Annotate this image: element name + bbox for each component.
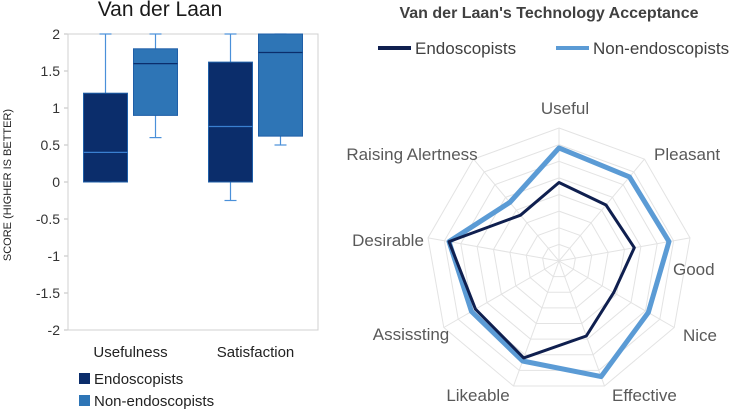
y-tick-label: 0 xyxy=(52,174,60,190)
radar-grid-ring xyxy=(525,227,593,293)
radar-grid-ring xyxy=(460,160,658,356)
y-tick-label: 2 xyxy=(52,26,60,42)
legend-label: Endoscopists xyxy=(94,371,183,388)
y-tick-label: 0.5 xyxy=(41,137,61,153)
radar-axis-labels: Useful Pleasant Good Nice Effective Likeable A… xyxy=(346,99,720,405)
radar-axis-label: Likeable xyxy=(446,386,509,405)
category-label: Satisfaction xyxy=(217,344,295,361)
boxplot-plot-area xyxy=(67,33,319,331)
y-tick-label: -0.5 xyxy=(36,211,60,227)
boxplot-y-axis-label: SCORE (HIGHER IS BETTER) xyxy=(2,109,14,261)
radar-axis-label: Raising Alertness xyxy=(346,145,477,164)
radar-axis-label: Assissting xyxy=(373,325,450,344)
radar-grid-ring xyxy=(476,177,642,340)
radar-axis-label: Useful xyxy=(541,99,589,118)
radar-spoke xyxy=(558,260,675,328)
box-endoscopists xyxy=(83,92,128,183)
radar-spoke xyxy=(513,260,560,387)
radar-series-non-endoscopists xyxy=(446,145,672,380)
y-tick-label: -2 xyxy=(48,322,61,338)
radar-grid-ring xyxy=(542,243,576,278)
radar-axis-label: Nice xyxy=(683,326,717,345)
box-endoscopists xyxy=(208,61,253,183)
boxplot-title: Van der Laan xyxy=(98,0,223,21)
radar-spoke xyxy=(558,260,605,387)
radar-grid-ring xyxy=(509,210,609,309)
radar-spoke xyxy=(443,260,560,328)
radar-legend-label: Non-endoscopists xyxy=(593,39,729,58)
legend-label: Non-endoscopists xyxy=(94,393,214,410)
radar-grid-ring xyxy=(492,193,626,324)
boxplot-chart: Van der Laan SCORE (HIGHER IS BETTER) 2 1… xyxy=(2,0,319,410)
radar-series-endoscopists xyxy=(447,181,636,360)
box-non-endoscopists xyxy=(258,33,303,137)
y-tick-label: -1 xyxy=(48,248,61,264)
legend-swatch xyxy=(79,373,90,384)
boxplot-categories: Usefulness Satisfaction xyxy=(93,344,294,361)
legend-swatch xyxy=(79,395,90,406)
radar-axis-label: Good xyxy=(673,260,715,279)
boxplot-frame xyxy=(67,33,319,331)
boxplot-y-ticks: 2 1.5 1 0.5 0 -0.5 -1 -1.5 -2 xyxy=(36,26,68,338)
radar-spoke xyxy=(473,158,560,262)
y-tick-label: -1.5 xyxy=(36,285,60,301)
radar-axis-label: Effective xyxy=(612,386,677,405)
radar-chart: Van der Laan's Technology Acceptance End… xyxy=(346,5,729,405)
radar-title: Van der Laan's Technology Acceptance xyxy=(399,5,698,22)
box-non-endoscopists xyxy=(133,48,178,116)
radar-legend-label: Endoscopists xyxy=(415,39,516,58)
radar-series xyxy=(446,145,672,380)
radar-axis-label: Desirable xyxy=(352,231,424,250)
radar-grid-ring xyxy=(427,127,691,387)
category-label: Usefulness xyxy=(93,344,167,361)
y-tick-label: 1 xyxy=(52,100,60,116)
boxplot-legend: Endoscopists Non-endoscopists xyxy=(79,371,214,410)
radar-axis-label: Pleasant xyxy=(654,145,720,164)
radar-grid xyxy=(427,127,691,387)
radar-legend: Endoscopists Non-endoscopists xyxy=(378,39,729,58)
y-tick-label: 1.5 xyxy=(41,63,61,79)
